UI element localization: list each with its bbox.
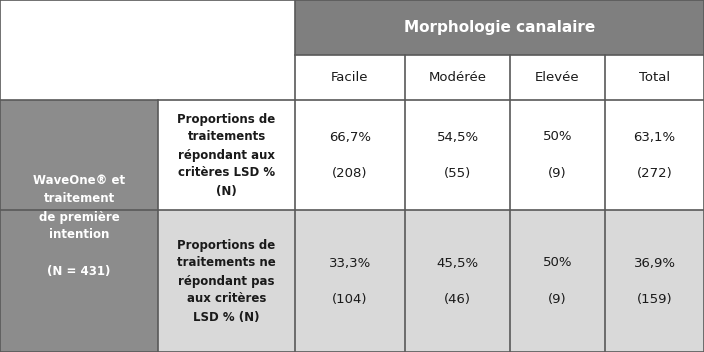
Text: Proportions de
traitements
répondant aux
critères LSD %
(N): Proportions de traitements répondant aux… <box>177 113 276 197</box>
Text: Total: Total <box>639 71 670 84</box>
Bar <box>605 210 704 352</box>
Bar <box>295 100 405 210</box>
Text: Proportions de
traitements ne
répondant pas
aux critères
LSD % (N): Proportions de traitements ne répondant … <box>177 239 276 323</box>
Text: 45,5%

(46): 45,5% (46) <box>436 257 479 306</box>
Text: 66,7%

(208): 66,7% (208) <box>329 131 371 180</box>
Bar <box>295 0 704 55</box>
Bar <box>295 55 704 100</box>
Text: 33,3%

(104): 33,3% (104) <box>329 257 371 306</box>
Bar <box>0 100 158 352</box>
Text: WaveOne® et
traitement
de première
intention

(N = 431): WaveOne® et traitement de première inten… <box>33 175 125 277</box>
Bar <box>158 100 295 210</box>
Bar <box>405 100 510 210</box>
Bar <box>295 210 405 352</box>
Text: 50%

(9): 50% (9) <box>543 131 572 180</box>
Text: 36,9%

(159): 36,9% (159) <box>634 257 676 306</box>
Text: 54,5%

(55): 54,5% (55) <box>436 131 479 180</box>
Text: Facile: Facile <box>332 71 369 84</box>
Bar <box>510 210 605 352</box>
Bar <box>510 100 605 210</box>
Text: 63,1%

(272): 63,1% (272) <box>634 131 676 180</box>
Text: Modérée: Modérée <box>429 71 486 84</box>
Bar <box>405 210 510 352</box>
Text: Morphologie canalaire: Morphologie canalaire <box>404 20 595 35</box>
Bar <box>605 100 704 210</box>
Bar <box>0 0 295 100</box>
Text: Elevée: Elevée <box>535 71 580 84</box>
Text: 50%

(9): 50% (9) <box>543 257 572 306</box>
Bar <box>158 210 295 352</box>
